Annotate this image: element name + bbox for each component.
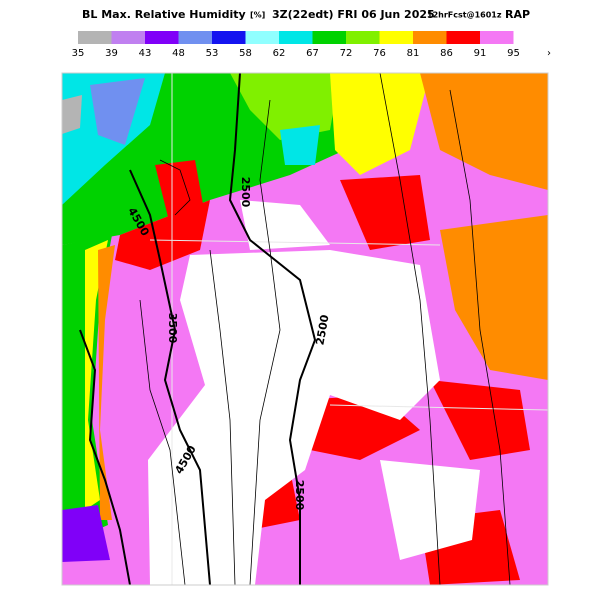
legend-label: 95 — [507, 48, 520, 59]
contour — [249, 99, 281, 586]
legend-swatch — [480, 31, 514, 44]
legend-label: 58 — [239, 48, 252, 59]
legend-more: › — [547, 48, 551, 59]
field — [155, 160, 205, 225]
contour — [159, 159, 191, 216]
contour-label: 2500 — [239, 177, 252, 208]
contour — [449, 89, 511, 586]
legend-label: 81 — [407, 48, 420, 59]
legend-swatch — [145, 31, 179, 44]
field — [98, 245, 115, 520]
field — [330, 73, 430, 175]
contour — [129, 169, 211, 586]
legend-label: 76 — [373, 48, 386, 59]
field — [380, 460, 480, 560]
legend: 35 39 43 48 53 58 62 67 72 76 81 86 91 95 › — [72, 31, 551, 59]
legend-swatch — [279, 31, 313, 44]
legend-label: 48 — [172, 48, 185, 59]
legend-label: 72 — [340, 48, 353, 59]
contour — [228, 72, 317, 585]
contour-label: 3500 — [166, 313, 179, 344]
contour-label: 2500 — [313, 313, 331, 346]
valid-time: 3Z(22edt) FRI 06 Jun 2025 — [272, 8, 435, 21]
field — [62, 95, 82, 134]
legend-label: 43 — [139, 48, 152, 59]
contour — [139, 299, 186, 586]
legend-label: 62 — [273, 48, 286, 59]
contour — [209, 249, 236, 586]
border — [329, 404, 549, 411]
contour — [379, 72, 441, 586]
legend-label: 67 — [306, 48, 319, 59]
border — [149, 239, 441, 246]
title: BL Max. Relative Humidity — [82, 8, 246, 21]
legend-swatch — [245, 31, 279, 44]
field — [340, 175, 430, 250]
legend-label: 53 — [206, 48, 219, 59]
field — [430, 380, 530, 460]
contour — [79, 329, 131, 586]
model: RAP — [505, 8, 530, 21]
map-frame — [61, 72, 549, 586]
field — [90, 78, 145, 145]
units: [%] — [250, 11, 265, 20]
legend-label: 35 — [72, 48, 85, 59]
legend-swatch — [446, 31, 480, 44]
legend-swatch — [346, 31, 380, 44]
legend-label: 86 — [440, 48, 453, 59]
field — [230, 73, 340, 140]
field — [62, 505, 110, 562]
field — [280, 125, 320, 165]
legend-swatch — [178, 31, 212, 44]
legend-label: 39 — [105, 48, 118, 59]
legend-swatch — [312, 31, 346, 44]
forecast: 12hrFcst@1601z — [427, 11, 502, 20]
legend-swatch — [111, 31, 145, 44]
field — [240, 200, 330, 250]
contour-label: 2500 — [293, 480, 306, 511]
legend-label: 91 — [474, 48, 487, 59]
legend-swatch — [212, 31, 246, 44]
legend-swatch — [413, 31, 447, 44]
legend-swatch — [78, 31, 112, 44]
legend-swatch — [379, 31, 413, 44]
field — [440, 215, 548, 380]
